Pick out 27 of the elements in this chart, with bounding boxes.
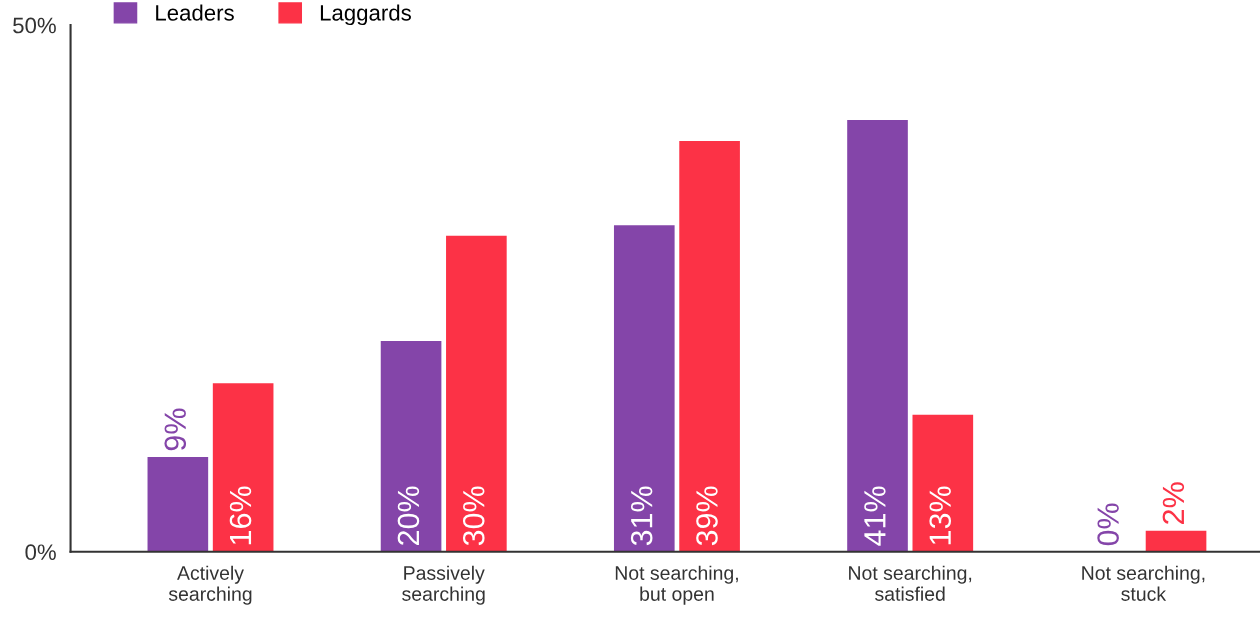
x-tick-label: Not searching, satisfied xyxy=(849,565,972,601)
bar xyxy=(380,341,442,552)
bar xyxy=(212,383,274,552)
legend-label: Leaders xyxy=(156,4,234,21)
bar xyxy=(847,119,908,552)
text: 30% xyxy=(462,486,485,546)
text: 31% xyxy=(630,486,653,546)
y-tick-label: 50% xyxy=(13,17,56,34)
text: 13% xyxy=(929,486,952,545)
x-tick-label: Actively searching xyxy=(168,565,252,605)
bar xyxy=(446,235,507,552)
text: 39% xyxy=(696,486,718,546)
text: 0% xyxy=(1097,503,1119,546)
bar xyxy=(613,225,675,552)
bar xyxy=(147,456,209,552)
legend-label: Laggards xyxy=(320,4,411,26)
text: 2% xyxy=(1162,482,1185,524)
bar xyxy=(679,140,740,552)
text: 9% xyxy=(164,408,187,451)
x-tick-label: Passively searching xyxy=(402,565,485,605)
x-tick-label: Not searching, but open xyxy=(615,565,738,605)
bar xyxy=(912,414,974,552)
x-tick-label: Not searching, stuck xyxy=(1082,565,1205,601)
text: 41% xyxy=(864,486,886,546)
text: 16% xyxy=(229,486,252,545)
bar xyxy=(1145,530,1207,552)
text: 20% xyxy=(397,486,420,545)
